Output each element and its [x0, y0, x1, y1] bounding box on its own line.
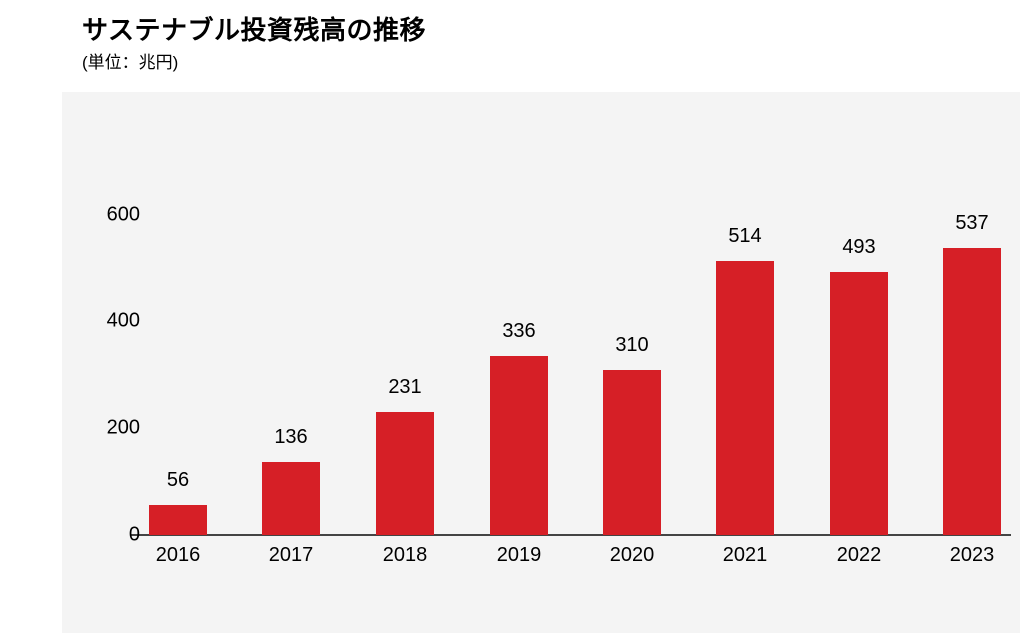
chart-title: サステナブル投資残高の推移 [82, 10, 426, 47]
x-tick-label: 2022 [837, 544, 882, 567]
bar [262, 462, 320, 535]
x-tick-label: 2023 [950, 544, 995, 567]
chart-subtitle: (単位：兆円) [82, 48, 178, 73]
bar-value-label: 310 [615, 334, 648, 357]
bar [149, 505, 207, 535]
bar-value-label: 493 [842, 236, 875, 259]
x-tick-label: 2018 [383, 544, 428, 567]
bar-value-label: 537 [955, 212, 988, 235]
page-root: サステナブル投資残高の推移 (単位：兆円) 0 200 400 600 56 2016 13… [0, 0, 1024, 633]
bar [603, 370, 661, 535]
x-tick-label: 2019 [497, 544, 542, 567]
y-tick-label: 400 [80, 310, 140, 333]
x-tick-label: 2017 [269, 544, 314, 567]
x-tick-label: 2016 [156, 544, 201, 567]
bar [943, 248, 1001, 535]
bar-value-label: 514 [728, 225, 761, 248]
bar [376, 412, 434, 535]
bar [490, 356, 548, 535]
bar [830, 272, 888, 535]
bar-value-label: 56 [167, 469, 189, 492]
y-tick-label: 0 [80, 524, 140, 547]
bar [716, 261, 774, 535]
y-tick-label: 600 [80, 203, 140, 226]
y-tick-label: 200 [80, 417, 140, 440]
bar-value-label: 136 [274, 426, 307, 449]
bar-value-label: 336 [502, 320, 535, 343]
x-tick-label: 2020 [610, 544, 655, 567]
x-tick-label: 2021 [723, 544, 768, 567]
bar-value-label: 231 [388, 376, 421, 399]
